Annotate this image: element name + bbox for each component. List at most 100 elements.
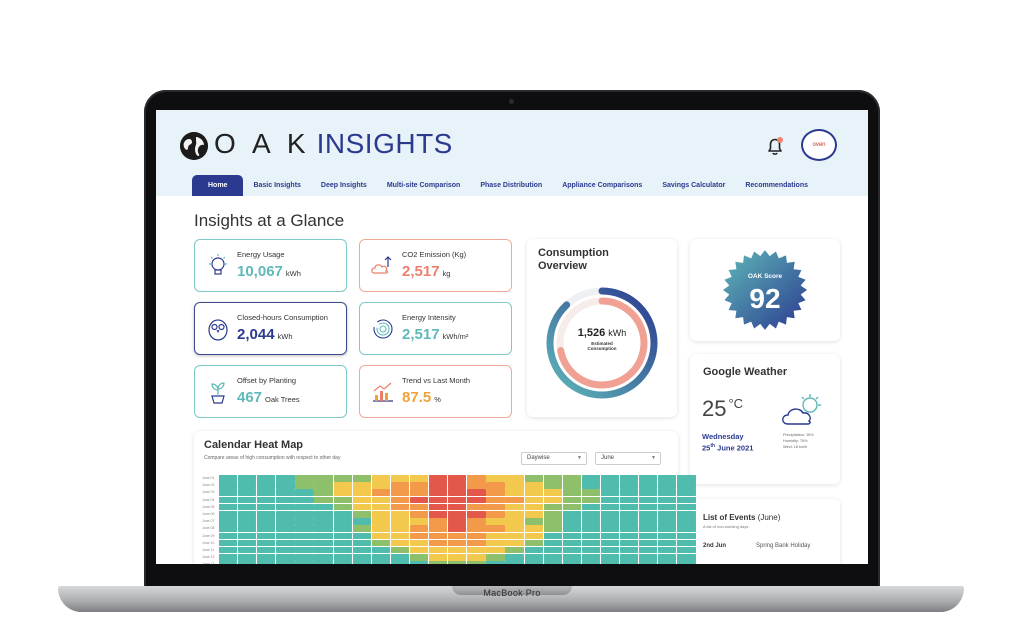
heatmap-cell[interactable] <box>600 546 620 554</box>
heatmap-cell[interactable] <box>276 510 295 518</box>
heatmap-cell[interactable] <box>333 539 352 547</box>
heatmap-cell[interactable] <box>524 496 543 504</box>
heatmap-cell[interactable] <box>276 539 295 547</box>
heatmap-cell[interactable] <box>467 525 486 532</box>
heatmap-cell[interactable] <box>238 518 257 525</box>
heatmap-cell[interactable] <box>600 554 620 561</box>
heatmap-cell[interactable] <box>562 518 581 525</box>
heatmap-cell[interactable] <box>333 525 352 532</box>
heatmap-cell[interactable] <box>390 539 410 547</box>
heatmap-cell[interactable] <box>467 489 486 496</box>
heatmap-cell[interactable] <box>409 503 429 511</box>
heatmap-cell[interactable] <box>619 510 639 518</box>
daywise-dropdown[interactable]: Daywise ▼ <box>521 452 587 465</box>
heatmap-cell[interactable] <box>276 546 295 554</box>
heatmap-cell[interactable] <box>581 503 601 511</box>
heatmap-cell[interactable] <box>486 482 505 489</box>
heatmap-cell[interactable] <box>314 489 333 496</box>
heatmap-cell[interactable] <box>238 546 257 554</box>
heatmap-cell[interactable] <box>486 525 505 532</box>
heatmap-cell[interactable] <box>677 475 696 482</box>
heatmap-cell[interactable] <box>581 561 601 564</box>
heatmap-cell[interactable] <box>467 539 486 547</box>
heatmap-cell[interactable] <box>467 561 486 564</box>
heatmap-cell[interactable] <box>543 525 562 532</box>
heatmap-cell[interactable] <box>429 532 448 540</box>
heatmap-cell[interactable] <box>219 496 238 504</box>
heatmap-cell[interactable] <box>581 554 601 561</box>
heatmap-cell[interactable] <box>677 482 696 489</box>
heatmap-cell[interactable] <box>352 525 371 532</box>
heatmap-cell[interactable] <box>448 496 467 504</box>
heatmap-cell[interactable] <box>409 539 429 547</box>
heatmap-cell[interactable] <box>543 503 562 511</box>
heatmap-cell[interactable] <box>639 539 658 547</box>
heatmap-cell[interactable] <box>429 510 448 518</box>
heatmap-cell[interactable] <box>543 539 562 547</box>
heatmap-cell[interactable] <box>295 475 314 482</box>
heatmap-cell[interactable] <box>543 561 562 564</box>
heatmap-cell[interactable] <box>276 482 295 489</box>
metric-card-co2-emission[interactable]: CO2 Emission (Kg) 2,517 kg <box>359 239 512 292</box>
heatmap-cell[interactable] <box>658 532 677 540</box>
heatmap-cell[interactable] <box>333 475 352 482</box>
heatmap-cell[interactable] <box>658 510 677 518</box>
heatmap-cell[interactable] <box>505 496 524 504</box>
heatmap-cell[interactable] <box>486 554 505 561</box>
heatmap-cell[interactable] <box>581 496 601 504</box>
heatmap-cell[interactable] <box>505 475 524 482</box>
heatmap-cell[interactable] <box>257 525 276 532</box>
heatmap-cell[interactable] <box>467 482 486 489</box>
heatmap-cell[interactable] <box>429 525 448 532</box>
tab-basic-insights[interactable]: Basic Insights <box>253 182 301 189</box>
heatmap-cell[interactable] <box>257 532 276 540</box>
heatmap-cell[interactable] <box>677 503 696 511</box>
heatmap-cell[interactable] <box>562 489 581 496</box>
heatmap-cell[interactable] <box>524 510 543 518</box>
heatmap-cell[interactable] <box>677 539 696 547</box>
heatmap-cell[interactable] <box>524 489 543 496</box>
heatmap-cell[interactable] <box>371 489 391 496</box>
heatmap-cell[interactable] <box>543 489 562 496</box>
heatmap-cell[interactable] <box>562 475 581 482</box>
heatmap-cell[interactable] <box>448 561 467 564</box>
heatmap-cell[interactable] <box>581 482 601 489</box>
heatmap-cell[interactable] <box>524 482 543 489</box>
heatmap-cell[interactable] <box>352 510 371 518</box>
heatmap-cell[interactable] <box>371 496 391 504</box>
heatmap-cell[interactable] <box>219 561 238 564</box>
heatmap-cell[interactable] <box>581 525 601 532</box>
heatmap-cell[interactable] <box>314 496 333 504</box>
heatmap-cell[interactable] <box>314 554 333 561</box>
heatmap-cell[interactable] <box>524 525 543 532</box>
heatmap-cell[interactable] <box>314 561 333 564</box>
heatmap-cell[interactable] <box>333 546 352 554</box>
heatmap-cell[interactable] <box>352 475 371 482</box>
heatmap-cell[interactable] <box>295 561 314 564</box>
heatmap-cell[interactable] <box>486 532 505 540</box>
heatmap-cell[interactable] <box>409 475 429 482</box>
heatmap-cell[interactable] <box>467 554 486 561</box>
heatmap-cell[interactable] <box>600 518 620 525</box>
heatmap-cell[interactable] <box>658 482 677 489</box>
heatmap-cell[interactable] <box>333 554 352 561</box>
heatmap-cell[interactable] <box>486 561 505 564</box>
heatmap-cell[interactable] <box>658 518 677 525</box>
heatmap-cell[interactable] <box>619 532 639 540</box>
app-logo[interactable]: O A K INSIGHTS <box>214 128 453 160</box>
heatmap-cell[interactable] <box>639 554 658 561</box>
heatmap-cell[interactable] <box>257 554 276 561</box>
heatmap-cell[interactable] <box>295 496 314 504</box>
heatmap-cell[interactable] <box>639 546 658 554</box>
heatmap-cell[interactable] <box>600 510 620 518</box>
heatmap-cell[interactable] <box>505 518 524 525</box>
heatmap-cell[interactable] <box>677 561 696 564</box>
heatmap-cell[interactable] <box>486 489 505 496</box>
heatmap-cell[interactable] <box>677 489 696 496</box>
heatmap-cell[interactable] <box>352 496 371 504</box>
heatmap-cell[interactable] <box>658 546 677 554</box>
heatmap-cell[interactable] <box>219 489 238 496</box>
heatmap-cell[interactable] <box>543 496 562 504</box>
heatmap-cell[interactable] <box>333 510 352 518</box>
heatmap-cell[interactable] <box>658 554 677 561</box>
